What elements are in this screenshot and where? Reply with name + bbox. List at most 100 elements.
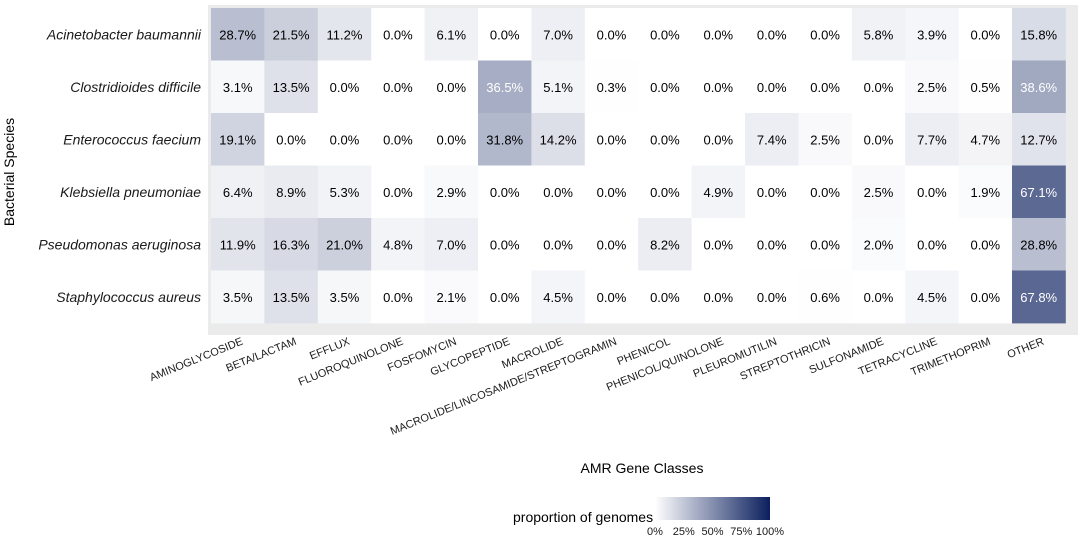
- heatmap-cell: [424, 218, 479, 271]
- heatmap-cell-label: 0.0%: [650, 80, 680, 95]
- heatmap-cell: [264, 165, 319, 219]
- heatmap-cell: [638, 218, 692, 271]
- heatmap-cell: [478, 60, 532, 114]
- heatmap-cell-label: 0.0%: [810, 80, 840, 95]
- heatmap-cell-label: 0.0%: [436, 132, 466, 147]
- y-tick-label: Pseudomonas aeruginosa: [38, 236, 201, 252]
- heatmap-cell: [371, 218, 425, 271]
- heatmap-cell-label: 0.0%: [490, 290, 520, 305]
- heatmap-cell: [958, 165, 1013, 219]
- heatmap-cell: [424, 8, 479, 61]
- heatmap-cell: [691, 165, 746, 219]
- heatmap-cell: [1012, 218, 1066, 271]
- x-tick-label: STREPTOTHRICIN: [738, 336, 832, 383]
- heatmap-cell-label: 0.0%: [757, 185, 787, 200]
- heatmap-cell-label: 7.7%: [917, 132, 947, 147]
- y-tick-label: Clostridioides difficile: [70, 79, 201, 95]
- heatmap-cell-label: 3.1%: [223, 80, 253, 95]
- heatmap-cell-label: 0.0%: [703, 80, 733, 95]
- heatmap-cell-label: 4.5%: [543, 290, 573, 305]
- legend-tick-label: 75%: [730, 526, 752, 538]
- heatmap-cell: [424, 270, 479, 324]
- y-axis-title: Bacterial Species: [1, 118, 17, 226]
- heatmap-cell: [584, 218, 639, 271]
- heatmap-cell-label: 0.0%: [490, 237, 520, 252]
- heatmap-cell: [638, 165, 692, 219]
- heatmap-cell-label: 0.0%: [757, 80, 787, 95]
- heatmap-cell: [1012, 270, 1066, 324]
- heatmap-cell: [211, 270, 265, 324]
- heatmap-cell-label: 6.4%: [223, 185, 253, 200]
- heatmap-cell-label: 7.0%: [543, 27, 573, 42]
- heatmap-cell: [638, 60, 692, 114]
- heatmap-cell-label: 0.0%: [703, 290, 733, 305]
- heatmap-cell-label: 0.0%: [810, 237, 840, 252]
- heatmap-cell-label: 0.0%: [970, 290, 1000, 305]
- heatmap-cell: [371, 60, 425, 114]
- heatmap-cell-label: 0.0%: [703, 27, 733, 42]
- heatmap-cell: [211, 113, 265, 166]
- x-axis-title: AMR Gene Classes: [581, 460, 704, 476]
- heatmap-cell: [317, 60, 372, 114]
- legend-tick-label: 50%: [701, 526, 723, 538]
- heatmap-cell: [424, 165, 479, 219]
- heatmap-cell: [478, 8, 532, 61]
- legend-tick-label: 25%: [673, 526, 695, 538]
- heatmap-cell: [638, 270, 692, 324]
- heatmap-cell-label: 67.8%: [1020, 290, 1057, 305]
- heatmap-cell-label: 8.9%: [276, 185, 306, 200]
- heatmap-cell: [584, 165, 639, 219]
- heatmap-cell-label: 0.0%: [597, 290, 627, 305]
- heatmap-cell: [958, 60, 1013, 114]
- heatmap-cell: [905, 8, 959, 61]
- heatmap-cell-label: 11.2%: [327, 27, 363, 42]
- heatmap-cell: [317, 165, 372, 219]
- heatmap-cell: [371, 165, 425, 219]
- heatmap-cell-label: 2.1%: [436, 290, 466, 305]
- heatmap-cell-label: 0.0%: [864, 132, 894, 147]
- heatmap-cell: [745, 8, 799, 61]
- heatmap-cell-label: 0.0%: [703, 132, 733, 147]
- heatmap-cell: [905, 60, 959, 114]
- heatmap-cell-label: 21.5%: [273, 27, 310, 42]
- heatmap-cell: [958, 113, 1013, 166]
- heatmap-cell: [958, 270, 1013, 324]
- legend-tick-label: 0%: [647, 526, 663, 538]
- heatmap-cell-label: 11.9%: [220, 237, 256, 252]
- heatmap-cell-label: 16.3%: [273, 237, 310, 252]
- heatmap-cell: [798, 60, 853, 114]
- heatmap-cell-label: 36.5%: [486, 80, 523, 95]
- heatmap-cell: [905, 113, 959, 166]
- heatmap-cell-label: 28.7%: [219, 27, 256, 42]
- heatmap-cell: [638, 8, 692, 61]
- heatmap-cell-label: 5.8%: [864, 27, 894, 42]
- heatmap-cell-label: 0.0%: [543, 237, 573, 252]
- heatmap-cell-label: 1.9%: [970, 185, 1000, 200]
- heatmap-cell: [691, 8, 746, 61]
- heatmap-cell-label: 0.0%: [597, 132, 627, 147]
- heatmap-cell: [851, 8, 906, 61]
- heatmap-cell: [264, 270, 319, 324]
- heatmap-cell-label: 0.0%: [436, 80, 466, 95]
- heatmap-cell: [1012, 165, 1066, 219]
- heatmap-cell-label: 67.1%: [1020, 185, 1057, 200]
- heatmap-cell-label: 2.5%: [810, 132, 840, 147]
- heatmap-cell-label: 2.5%: [864, 185, 894, 200]
- heatmap-cell: [798, 113, 853, 166]
- heatmap-cell-label: 0.6%: [810, 290, 840, 305]
- heatmap-cell: [851, 270, 906, 324]
- heatmap-cell: [851, 218, 906, 271]
- heatmap-cell-label: 14.2%: [540, 132, 577, 147]
- legend-colorbar: [655, 497, 770, 520]
- heatmap-cell: [584, 113, 639, 166]
- heatmap-cell-label: 3.5%: [223, 290, 253, 305]
- heatmap-cell: [958, 8, 1013, 61]
- heatmap-cell-label: 12.7%: [1020, 132, 1057, 147]
- heatmap-cell-label: 6.1%: [436, 27, 466, 42]
- heatmap-cell: [745, 113, 799, 166]
- heatmap-cell-label: 0.0%: [597, 27, 627, 42]
- heatmap-cell-label: 0.0%: [970, 27, 1000, 42]
- heatmap-cell: [531, 270, 586, 324]
